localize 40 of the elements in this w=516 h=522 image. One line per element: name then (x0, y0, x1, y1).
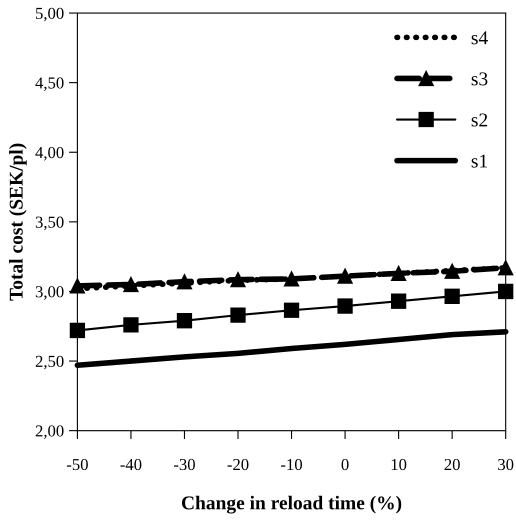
x-tick-label: -50 (66, 458, 88, 470)
x-tick-label: 30 (498, 458, 514, 470)
x-tick-label: -20 (228, 458, 248, 470)
point (230, 272, 246, 288)
y-axis-title: Total cost (SEK/pl) (9, 144, 27, 301)
y-tick-label: 5,00 (36, 8, 64, 22)
x-tick-label: -10 (281, 458, 302, 470)
point (337, 298, 353, 314)
point (123, 317, 139, 332)
point (284, 271, 300, 287)
point (390, 294, 406, 309)
point (498, 284, 514, 300)
point (230, 307, 246, 323)
point (390, 266, 406, 281)
y-tick-label: 4,50 (35, 77, 64, 91)
y-tick-label: 3,00 (36, 286, 64, 300)
point (70, 322, 86, 338)
y-tick-label: 3,50 (36, 216, 64, 230)
point (176, 313, 192, 328)
point (444, 288, 460, 304)
x-axis-title: Change in reload time (%) (182, 496, 402, 514)
x-tick-label: 10 (392, 458, 406, 470)
y-tick-label: 2,00 (36, 425, 64, 439)
x-tick-label: 20 (444, 458, 460, 470)
legend-label: s1 (472, 154, 488, 168)
y-tick-label: 4,00 (35, 146, 64, 161)
point (444, 264, 460, 279)
legend-label: s4 (472, 31, 488, 44)
legend-label: s3 (472, 72, 488, 86)
y-tick-label: 2,50 (36, 356, 64, 370)
legend-label: s2 (472, 113, 488, 127)
point (498, 260, 514, 276)
point (123, 276, 139, 292)
x-tick-label: 0 (342, 458, 349, 470)
point (337, 268, 353, 284)
x-tick-label: -30 (174, 458, 195, 470)
point (284, 302, 300, 318)
point (70, 278, 86, 294)
x-tick-label: -40 (120, 458, 142, 470)
point (176, 274, 192, 290)
